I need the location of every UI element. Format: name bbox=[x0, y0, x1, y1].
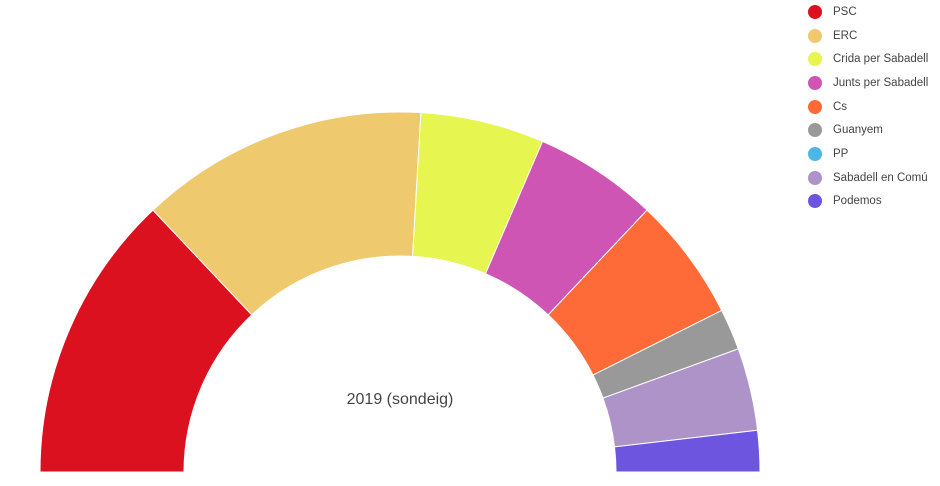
legend-swatch bbox=[808, 170, 822, 185]
legend-label: Cs bbox=[833, 100, 848, 113]
legend-label: ERC bbox=[833, 29, 858, 42]
center-label: 2019 (sondeig) bbox=[347, 391, 454, 408]
legend-item-5[interactable]: Guanyem bbox=[808, 118, 940, 142]
legend-label: Crida per Sabadell bbox=[833, 53, 929, 66]
legend-swatch bbox=[808, 75, 822, 90]
legend-item-3[interactable]: Junts per Sabadell bbox=[808, 71, 940, 95]
legend-item-2[interactable]: Crida per Sabadell bbox=[808, 47, 940, 71]
legend-item-1[interactable]: ERC bbox=[808, 24, 940, 48]
legend-label: PP bbox=[833, 147, 849, 160]
legend-swatch bbox=[808, 52, 822, 67]
slice-8[interactable] bbox=[613, 429, 761, 473]
chart-slices bbox=[39, 111, 761, 473]
legend-swatch bbox=[808, 4, 822, 19]
legend-swatch bbox=[808, 28, 822, 43]
legend-label: Sabadell en Comú bbox=[833, 171, 928, 184]
legend-item-0[interactable]: PSC bbox=[808, 0, 940, 24]
legend-swatch bbox=[808, 123, 822, 138]
legend-swatch bbox=[808, 194, 822, 209]
legend-item-7[interactable]: Sabadell en Comú bbox=[808, 166, 940, 190]
legend-item-4[interactable]: Cs bbox=[808, 95, 940, 119]
legend-label: Podemos bbox=[833, 195, 882, 208]
legend-label: Guanyem bbox=[833, 124, 883, 137]
legend-label: Junts per Sabadell bbox=[833, 76, 929, 89]
legend-item-6[interactable]: PP bbox=[808, 142, 940, 166]
legend-swatch bbox=[808, 99, 822, 114]
legend: PSC ERC Crida per Sabadell Junts per Sabade… bbox=[808, 0, 940, 213]
legend-swatch bbox=[808, 146, 822, 161]
legend-label: PSC bbox=[833, 5, 857, 18]
legend-item-8[interactable]: Podemos bbox=[808, 190, 940, 214]
